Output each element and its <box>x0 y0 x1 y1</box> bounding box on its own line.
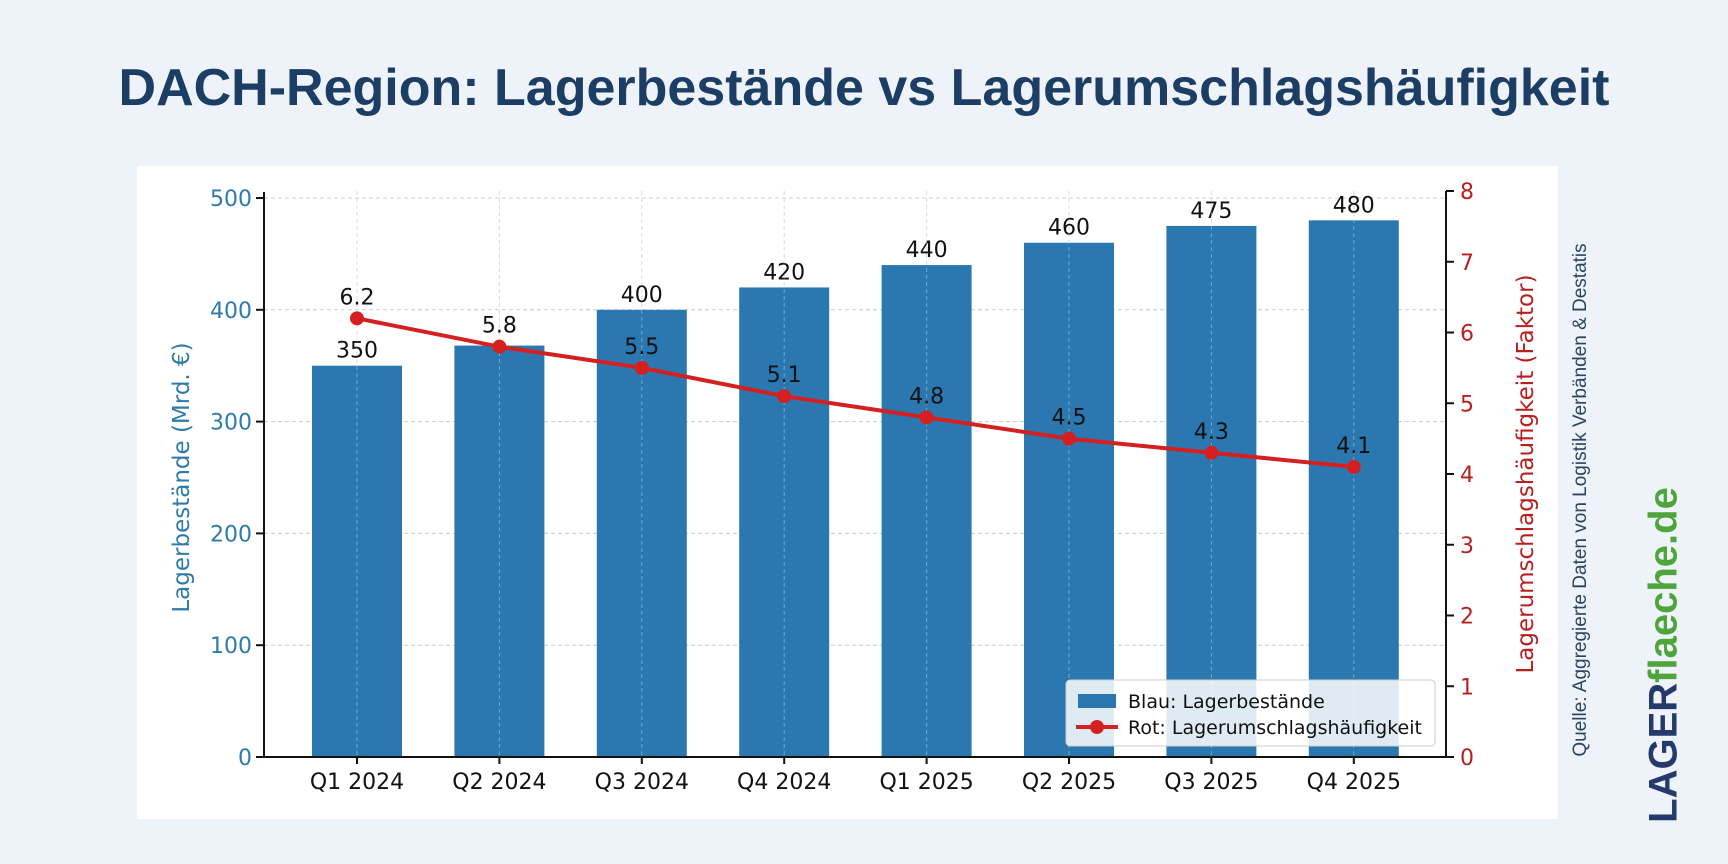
legend-line-marker <box>1090 720 1104 734</box>
line-label: 5.5 <box>624 335 659 360</box>
bar <box>312 365 402 757</box>
line-label: 4.3 <box>1194 420 1229 445</box>
left-tick-label: 200 <box>210 522 252 547</box>
line-label: 4.8 <box>909 384 944 409</box>
x-tick-label: Q1 2025 <box>879 770 973 795</box>
legend <box>1065 679 1436 747</box>
line-point <box>492 339 507 354</box>
line-point <box>919 410 934 425</box>
bar-label: 420 <box>763 260 805 285</box>
bar <box>596 309 687 757</box>
right-tick-label: 8 <box>1460 180 1474 205</box>
line-point <box>1204 445 1219 460</box>
line-point <box>777 389 792 404</box>
bar <box>739 287 830 757</box>
x-tick-label: Q3 2024 <box>595 770 689 795</box>
left-tick-label: 500 <box>210 187 252 212</box>
right-tick-label: 2 <box>1460 605 1474 630</box>
right-tick-label: 0 <box>1460 746 1474 771</box>
left-tick-label: 300 <box>210 411 252 436</box>
x-tick-label: Q3 2025 <box>1164 770 1258 795</box>
legend-bar-label: Blau: Lagerbestände <box>1128 691 1325 713</box>
legend-bar-swatch <box>1078 694 1116 708</box>
right-tick-label: 6 <box>1460 322 1474 347</box>
legend-line-label: Rot: Lagerumschlagshäufigkeit <box>1128 717 1422 739</box>
line-label: 5.8 <box>482 314 517 339</box>
left-tick-label: 400 <box>210 299 252 324</box>
line-label: 4.5 <box>1052 406 1087 431</box>
bar <box>1024 242 1114 758</box>
bar-label: 350 <box>336 339 378 364</box>
x-tick-label: Q4 2025 <box>1307 770 1401 795</box>
right-tick-label: 3 <box>1460 534 1474 559</box>
right-tick-label: 5 <box>1460 392 1474 417</box>
bar <box>454 345 545 757</box>
left-tick-label: 0 <box>238 746 252 771</box>
chart-card: 350 400 420 440 460 475 480 6.2 5.8 5.5 5.1 4.8 4.5 4… <box>137 166 1558 819</box>
right-tick-label: 7 <box>1460 251 1474 276</box>
logo: LAGERflaeche.de <box>1642 487 1687 823</box>
line-label: 4.1 <box>1336 434 1371 459</box>
bar-label: 400 <box>621 283 663 308</box>
chart-title: DACH-Region: Lagerbestände vs Lagerumsch… <box>118 59 1610 117</box>
bar-label: 475 <box>1190 199 1232 224</box>
source-note: Quelle: Aggregierte Daten von Logistik V… <box>1570 243 1591 757</box>
bar <box>1308 220 1399 758</box>
left-axis-label: Lagerbestände (Mrd. €) <box>169 342 195 612</box>
x-tick-label: Q2 2025 <box>1022 770 1116 795</box>
line-point <box>350 311 364 326</box>
x-tick-label: Q1 2024 <box>310 770 404 795</box>
line-series <box>356 316 1354 469</box>
right-axis-label: Lagerumschlagshäufigkeit (Faktor) <box>1513 274 1539 673</box>
right-tick-label: 1 <box>1460 675 1474 700</box>
line-label: 5.1 <box>767 363 802 388</box>
logo-part2: flaeche.de <box>1641 487 1686 683</box>
line-label: 6.2 <box>340 285 375 310</box>
bar-label: 440 <box>906 238 948 263</box>
line-point <box>1062 431 1076 446</box>
line-point <box>634 360 649 375</box>
right-tick-label: 4 <box>1460 463 1474 488</box>
bar-label: 460 <box>1048 216 1090 241</box>
logo-part1: LAGER <box>1641 682 1686 823</box>
x-tick-label: Q2 2024 <box>452 770 546 795</box>
bar <box>1166 225 1257 757</box>
bar <box>881 265 972 757</box>
left-tick-label: 100 <box>210 634 252 659</box>
x-tick-label: Q4 2024 <box>737 770 831 795</box>
bar-label: 480 <box>1333 193 1375 218</box>
line-point <box>1346 459 1361 474</box>
